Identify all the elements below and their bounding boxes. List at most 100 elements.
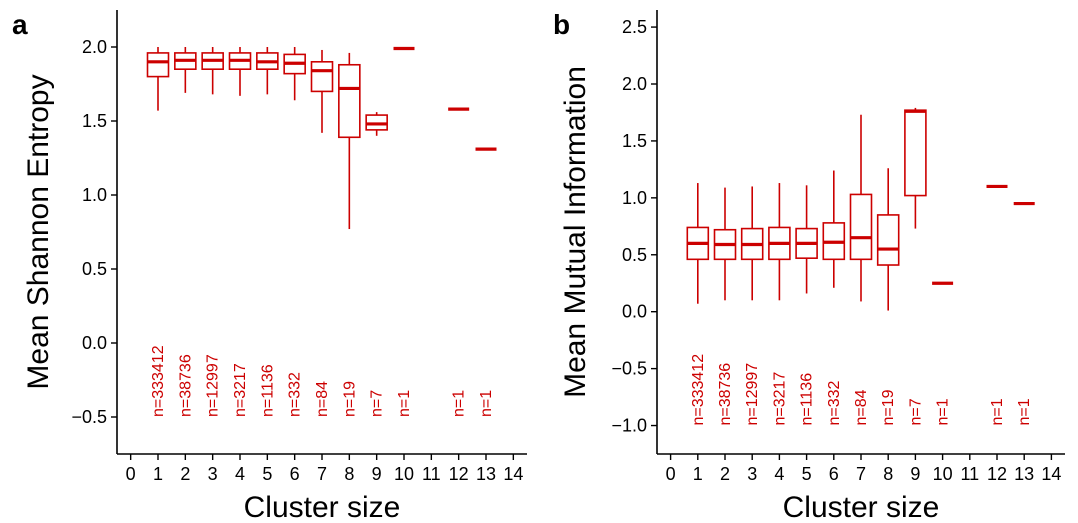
count-label: n=1: [989, 398, 1006, 425]
count-label: n=3217: [232, 363, 249, 417]
x-tick-label: 12: [449, 464, 469, 484]
x-tick-label: 5: [802, 464, 812, 484]
x-tick-label: 2: [180, 464, 190, 484]
x-tick-label: 2: [720, 464, 730, 484]
box-7: n=84: [310, 49, 334, 417]
count-label: n=1136: [799, 373, 816, 426]
box-9: n=7: [904, 107, 927, 426]
x-tick-label: 8: [344, 464, 354, 484]
y-tick-label: 0.0: [622, 302, 647, 322]
count-label: n=12997: [205, 354, 222, 417]
box-12: n=1: [986, 184, 1008, 426]
box-8: n=19: [338, 52, 361, 417]
iqr-box: [338, 63, 361, 139]
panel-label: a: [12, 9, 28, 40]
iqr-box: [849, 193, 873, 261]
x-tick-label: 6: [829, 464, 839, 484]
box-5: n=1136: [795, 185, 818, 426]
box-8: n=19: [876, 168, 900, 426]
y-tick-label: 1.0: [82, 185, 107, 205]
x-tick-label: 11: [422, 464, 441, 484]
y-tick-label: 2.0: [622, 74, 647, 94]
x-tick-label: 14: [1041, 464, 1061, 484]
y-tick-label: 1.0: [622, 188, 647, 208]
box-13: n=1: [475, 147, 497, 417]
x-tick-label: 4: [235, 464, 245, 484]
count-label: n=38736: [717, 363, 734, 426]
x-tick-label: 9: [372, 464, 382, 484]
iqr-box: [310, 60, 334, 93]
x-tick-label: 7: [317, 464, 327, 484]
iqr-box: [876, 214, 900, 266]
count-label: n=1: [935, 398, 952, 425]
x-axis-title: Cluster size: [783, 491, 940, 523]
count-label: n=1: [451, 390, 468, 417]
box-9: n=7: [365, 112, 388, 417]
box-6: n=332: [822, 170, 846, 426]
count-label: n=12997: [744, 363, 761, 426]
count-label: n=1: [478, 390, 495, 417]
panel-label: b: [553, 9, 570, 40]
box-2: n=38736: [713, 187, 737, 426]
x-tick-label: 14: [503, 464, 523, 484]
box-3: n=12997: [201, 47, 224, 417]
x-tick-label: 1: [153, 464, 163, 484]
x-tick-label: 0: [126, 464, 136, 484]
box-1: n=333412: [686, 183, 710, 426]
y-axis-title: Mean Shannon Entropy: [22, 74, 55, 389]
x-tick-label: 1: [693, 464, 703, 484]
box-4: n=3217: [768, 183, 791, 426]
count-label: n=19: [341, 381, 358, 417]
box-4: n=3217: [228, 47, 252, 417]
x-tick-label: 13: [476, 464, 496, 484]
y-tick-label: 2.5: [622, 17, 647, 37]
iqr-box: [146, 52, 170, 78]
y-axis-title: Mean Mutual Information: [559, 66, 592, 398]
count-label: n=1136: [259, 364, 276, 417]
x-tick-label: 4: [774, 464, 784, 484]
x-axis-title: Cluster size: [244, 491, 401, 523]
box-6: n=332: [283, 47, 306, 417]
box-3: n=12997: [740, 186, 764, 426]
y-tick-label: 0.5: [82, 259, 107, 279]
x-tick-label: 13: [1014, 464, 1034, 484]
panel-b: b −1.0 −0.5 0.0 0.5 1.0 1.5 2.0 2.5 0 1 2 3 4 5 6 7 8 9 10 1…: [553, 9, 1065, 523]
y-tick-label: 1.5: [82, 111, 107, 131]
x-tick-label: 3: [747, 464, 757, 484]
count-label: n=84: [853, 389, 870, 425]
count-label: n=333412: [690, 354, 707, 426]
x-tick-label: 5: [262, 464, 272, 484]
count-label: n=7: [907, 398, 924, 425]
count-label: n=1: [396, 390, 413, 417]
x-tick-label: 11: [960, 464, 979, 484]
y-tick-label: −0.5: [611, 359, 647, 379]
y-tick-label: 2.0: [82, 37, 107, 57]
x-tick-label: 6: [290, 464, 300, 484]
box-5: n=1136: [256, 47, 279, 417]
panel-a: a−0.50.00.51.01.52.00 1 2 3 4 5 6 7 8 9 10 11 12 13 14…: [12, 9, 527, 523]
y-tick-label: −0.5: [71, 407, 107, 427]
x-tick-label: 9: [910, 464, 920, 484]
box-10: n=1: [393, 46, 415, 417]
x-tick-label: 0: [666, 464, 676, 484]
x-tick-label: 3: [208, 464, 218, 484]
box-2: n=38736: [174, 47, 197, 417]
count-label: n=1: [1016, 398, 1033, 425]
box-13: n=1: [1013, 201, 1035, 426]
count-label: n=333412: [150, 345, 167, 417]
y-tick-label: 0.0: [82, 333, 107, 353]
count-label: n=7: [369, 390, 386, 417]
y-tick-label: 1.5: [622, 131, 647, 151]
y-tick-label: 0.5: [622, 245, 647, 265]
y-tick-label: −1.0: [611, 416, 647, 436]
x-tick-label: 8: [883, 464, 893, 484]
box-10: n=1: [932, 281, 954, 426]
count-label: n=3217: [771, 372, 788, 426]
box-12: n=1: [448, 107, 470, 417]
box-1: n=333412: [146, 47, 170, 417]
x-tick-label: 7: [856, 464, 866, 484]
count-label: n=332: [826, 380, 843, 425]
x-tick-label: 10: [933, 464, 953, 484]
iqr-box: [904, 109, 927, 197]
count-label: n=19: [880, 389, 897, 425]
